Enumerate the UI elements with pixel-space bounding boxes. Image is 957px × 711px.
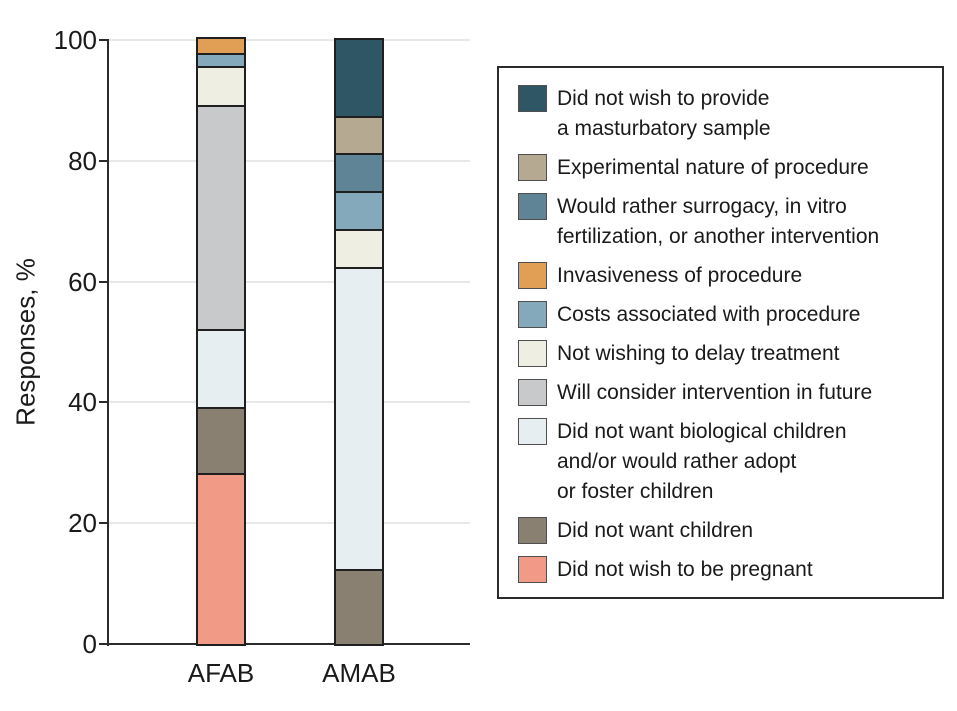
legend: Did not wish to provide a masturbatory s…	[497, 66, 944, 599]
bar-segment	[336, 568, 382, 644]
bar-segment	[336, 228, 382, 267]
legend-label: Not wishing to delay treatment	[557, 342, 840, 365]
legend-swatch	[518, 262, 547, 289]
y-tick-mark	[99, 522, 107, 525]
legend-swatch	[518, 85, 547, 112]
legend-swatch	[518, 418, 547, 445]
gridline	[107, 280, 470, 283]
y-tick-mark	[99, 280, 107, 283]
legend-item: Did not wish to be pregnant	[518, 555, 932, 585]
bar-segment	[198, 39, 244, 53]
legend-swatch	[518, 379, 547, 406]
legend-swatch	[518, 556, 547, 583]
bar-segment	[336, 115, 382, 154]
bar-segment	[336, 191, 382, 229]
legend-label: Experimental nature of procedure	[557, 156, 869, 179]
y-tick-mark	[99, 643, 107, 645]
bar-amab	[334, 38, 384, 646]
legend-swatch	[518, 154, 547, 181]
legend-item: Invasiveness of procedure	[518, 261, 932, 291]
bar-segment	[198, 473, 244, 644]
y-tick-label: 100	[53, 25, 97, 55]
bar-segment	[198, 105, 244, 329]
y-tick-label: 60	[68, 266, 97, 297]
bar-segment	[198, 52, 244, 66]
legend-label: Would rather surrogacy, in vitro fertili…	[557, 195, 880, 248]
bar-segment	[198, 407, 244, 474]
y-tick-label: 0	[82, 629, 97, 659]
legend-label: Did not want biological children and/or …	[557, 420, 847, 503]
legend-item: Costs associated with procedure	[518, 300, 932, 330]
gridline	[107, 522, 470, 525]
legend-item: Will consider intervention in future	[518, 378, 932, 408]
bar-segment	[336, 40, 382, 116]
y-tick-mark	[99, 159, 107, 162]
x-category-label: AMAB	[322, 658, 396, 688]
bar-segment	[336, 153, 382, 191]
x-category-label: AFAB	[187, 658, 255, 688]
legend-item: Would rather surrogacy, in vitro fertili…	[518, 192, 932, 252]
y-axis-line	[107, 39, 109, 646]
y-tick-label: 80	[68, 145, 97, 176]
legend-label: Did not want children	[557, 519, 754, 542]
legend-item: Experimental nature of procedure	[518, 153, 932, 183]
legend-swatch	[518, 340, 547, 367]
legend-item: Did not wish to provide a masturbatory s…	[518, 84, 932, 144]
legend-label: Invasiveness of procedure	[557, 264, 803, 287]
legend-swatch	[518, 517, 547, 544]
legend-swatch	[518, 193, 547, 220]
y-tick-label: 40	[68, 387, 97, 418]
legend-label: Will consider intervention in future	[557, 381, 873, 404]
legend-item: Not wishing to delay treatment	[518, 339, 932, 369]
y-tick-mark	[99, 401, 107, 404]
bar-segment	[336, 266, 382, 569]
legend-swatch	[518, 301, 547, 328]
legend-label: Costs associated with procedure	[557, 303, 861, 326]
gridline	[107, 39, 470, 41]
legend-label: Did not wish to provide a masturbatory s…	[557, 87, 771, 140]
x-axis-line	[99, 643, 470, 645]
gridline	[107, 401, 470, 404]
legend-item: Did not want biological children and/or …	[518, 417, 932, 507]
bar-afab	[196, 37, 246, 646]
legend-item: Did not want children	[518, 516, 932, 546]
bar-segment	[198, 65, 244, 106]
bar-segment	[198, 328, 244, 408]
y-tick-label: 20	[68, 508, 97, 539]
legend-label: Did not wish to be pregnant	[557, 558, 813, 581]
gridline	[107, 159, 470, 162]
y-tick-mark	[99, 39, 107, 41]
